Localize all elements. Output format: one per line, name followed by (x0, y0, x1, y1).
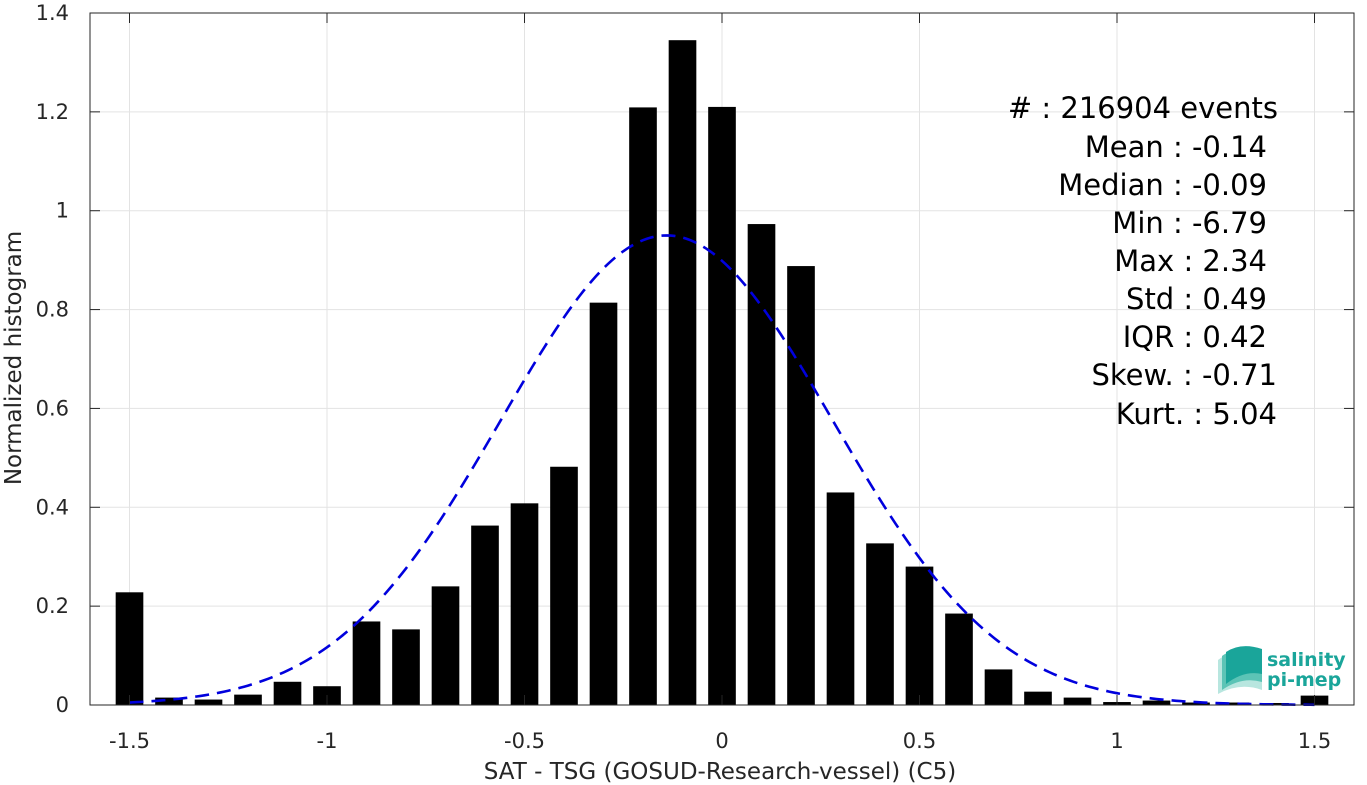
bars (115, 40, 1329, 705)
x-tick-label: -0.5 (504, 729, 545, 753)
stat-median: Median : -0.09 (1058, 168, 1267, 202)
histogram-bar (550, 466, 578, 705)
y-tick-label: 0.2 (36, 594, 69, 618)
histogram-bar (1182, 702, 1210, 705)
histogram-bar (471, 525, 499, 705)
histogram-bar (945, 613, 973, 705)
histogram-bar (155, 697, 183, 705)
x-tick-label: -1.5 (109, 729, 150, 753)
x-tick-labels: -1.5 -1 -0.5 0 0.5 1 1.5 (109, 729, 1331, 753)
logo-waves-icon (1218, 646, 1262, 694)
histogram-bar (589, 302, 618, 705)
histogram-bar (787, 266, 815, 705)
logo-text-salinity: salinity (1267, 649, 1346, 671)
histogram-bar (1063, 697, 1092, 705)
histogram-bar (194, 699, 223, 705)
y-tick-label: 1 (56, 199, 69, 223)
histogram-bar (747, 224, 776, 705)
histogram-bar (352, 621, 381, 705)
axis-ticks (90, 12, 1354, 706)
histogram-bar (1024, 691, 1052, 705)
histogram-bar (1221, 702, 1250, 705)
y-axis-label: Normalized histogram (1, 231, 27, 485)
stat-mean: Mean : -0.14 (1085, 130, 1267, 164)
histogram-bar (866, 543, 894, 705)
histogram-bar (905, 566, 934, 705)
histogram-bar (273, 681, 302, 705)
stat-iqr: IQR : 0.42 (1123, 320, 1267, 354)
x-tick-label: -1 (317, 729, 338, 753)
stat-std: Std : 0.49 (1126, 282, 1267, 316)
stat-events: # : 216904 events (1008, 91, 1278, 125)
histogram-bar (510, 503, 539, 705)
histogram-bar (984, 669, 1013, 705)
x-axis-label: SAT - TSG (GOSUD-Research-vessel) (C5) (484, 759, 956, 785)
x-tick-label: 1 (1110, 729, 1123, 753)
histogram-bar (1261, 703, 1289, 705)
stat-min: Min : -6.79 (1112, 206, 1267, 240)
histogram-bar (629, 107, 657, 705)
histogram-bar (826, 492, 855, 705)
y-tick-labels: 0 0.2 0.4 0.6 0.8 1 1.2 1.4 (36, 1, 69, 717)
salinity-pi-mep-logo: salinity pi-mep (1218, 646, 1346, 694)
histogram-bar (1142, 700, 1171, 705)
y-tick-label: 0 (56, 693, 69, 717)
y-tick-label: 0.4 (36, 495, 69, 519)
histogram-bar (668, 40, 697, 705)
x-tick-label: 1.5 (1298, 729, 1331, 753)
x-tick-label: 0 (715, 729, 728, 753)
gaussian-fit-curve (129, 234, 1315, 707)
histogram-bar (431, 586, 460, 705)
stat-kurt: Kurt. : 5.04 (1116, 397, 1277, 431)
y-tick-label: 1.4 (36, 1, 69, 25)
y-tick-label: 1.2 (36, 100, 69, 124)
x-tick-label: 0.5 (903, 729, 936, 753)
stat-max: Max : 2.34 (1114, 244, 1267, 278)
y-tick-label: 0.8 (36, 298, 69, 322)
histogram-bar (115, 592, 144, 705)
stat-skew: Skew. : -0.71 (1091, 358, 1277, 392)
histogram-bar (708, 106, 736, 705)
statistics-annotation: # : 216904 events Mean : -0.14 Median : … (1008, 91, 1278, 431)
histogram-bar (234, 694, 262, 705)
logo-text-pi-mep: pi-mep (1267, 669, 1341, 691)
histogram-bar (392, 629, 420, 705)
y-tick-label: 0.6 (36, 396, 69, 420)
